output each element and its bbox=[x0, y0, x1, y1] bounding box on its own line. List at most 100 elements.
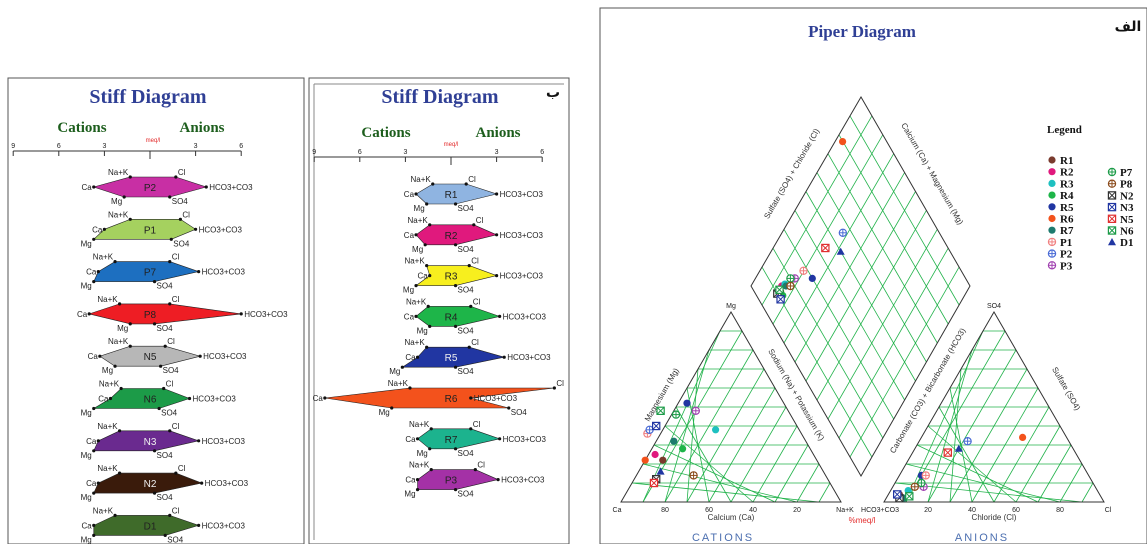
ion-label: SO4 bbox=[458, 245, 475, 254]
legend-label: P2 bbox=[1060, 249, 1073, 261]
ion-label: Cl bbox=[172, 506, 180, 515]
vertex-dot bbox=[162, 386, 166, 391]
point-n5 bbox=[649, 478, 659, 488]
ion-label: HCO3+CO3 bbox=[500, 231, 544, 240]
ion-label: Mg bbox=[404, 490, 415, 499]
corner-label: Ca bbox=[613, 507, 622, 514]
legend-marker-r6 bbox=[1048, 214, 1056, 223]
sample-label: R4 bbox=[445, 312, 458, 323]
vertex-dot bbox=[453, 447, 458, 451]
vertex-dot bbox=[96, 439, 100, 443]
stiff-shape-d1: D1 Na+KCa Mg Cl HCO3+CO3 SO4 bbox=[81, 506, 246, 544]
vertex-dot bbox=[174, 471, 178, 475]
point-d1 bbox=[656, 467, 665, 475]
sample-label: R1 bbox=[445, 190, 458, 201]
legend-marker-p8 bbox=[1107, 179, 1117, 188]
ion-label: SO4 bbox=[173, 239, 190, 248]
ion-label: HCO3+CO3 bbox=[202, 521, 246, 530]
ion-label: SO4 bbox=[458, 204, 475, 213]
point-p8 bbox=[910, 482, 920, 491]
ion-label: Cl bbox=[182, 210, 190, 219]
tick-label: 20 bbox=[924, 507, 932, 514]
vertex-dot bbox=[98, 354, 102, 358]
vertex-dot bbox=[453, 284, 458, 288]
vertex-dot bbox=[239, 312, 243, 316]
legend-label: R4 bbox=[1060, 190, 1074, 202]
tick-label: 40 bbox=[968, 507, 976, 514]
panel-frame bbox=[308, 77, 570, 544]
ion-label: Na+K bbox=[93, 506, 114, 515]
vertex-dot bbox=[453, 324, 458, 328]
vertex-dot bbox=[92, 491, 96, 495]
legend-marker-r3 bbox=[1048, 179, 1056, 187]
ion-label: Ca bbox=[86, 479, 97, 488]
vertex-dot bbox=[197, 270, 201, 274]
vertex-dot bbox=[197, 439, 201, 443]
stiff-shape-r5: R5 Na+K Ca Mg Cl HCO3+CO3 SO4 bbox=[389, 338, 551, 376]
anions-header: Anions bbox=[179, 120, 224, 136]
legend-marker-p2 bbox=[1047, 249, 1057, 258]
vertex-dot bbox=[453, 202, 458, 206]
ion-label: Ca bbox=[86, 268, 97, 277]
legend-marker-n5 bbox=[1107, 214, 1117, 223]
legend-label: N3 bbox=[1120, 202, 1134, 214]
ion-label: HCO3+CO3 bbox=[205, 479, 249, 488]
sample-label: P2 bbox=[144, 183, 157, 194]
sample-label: R3 bbox=[445, 272, 458, 283]
vertex-dot bbox=[174, 175, 178, 179]
vertex-dot bbox=[390, 406, 394, 410]
vertex-dot bbox=[428, 447, 432, 451]
vertex-dot bbox=[495, 192, 499, 196]
tick-label: 6 bbox=[540, 149, 544, 156]
sample-label: P1 bbox=[144, 225, 157, 236]
vertex-dot bbox=[128, 175, 132, 179]
point-n6 bbox=[656, 406, 665, 416]
ion-label: Cl bbox=[471, 257, 479, 266]
sample-label: N5 bbox=[144, 352, 157, 363]
ion-label: SO4 bbox=[163, 366, 180, 375]
legend-label: R6 bbox=[1060, 214, 1074, 226]
point-d1 bbox=[954, 444, 963, 452]
point-p2 bbox=[963, 437, 972, 446]
vertex-dot bbox=[168, 260, 172, 264]
legend-marker-r4 bbox=[1048, 191, 1056, 199]
vertex-dot bbox=[423, 243, 427, 247]
point-n5 bbox=[821, 243, 830, 253]
vertex-dot bbox=[168, 302, 172, 306]
ion-label: Na+K bbox=[409, 420, 430, 429]
ion-label: HCO3+CO3 bbox=[503, 435, 547, 444]
ion-label: Na+K bbox=[99, 380, 120, 389]
stiff-panel-left: Stiff Diagram Cations Anions meq/l 9 6 3 3 6… bbox=[7, 77, 305, 544]
vertex-dot bbox=[113, 513, 117, 518]
ion-label: Na+K bbox=[108, 210, 129, 219]
vertex-dot bbox=[408, 386, 412, 390]
legend-label: R5 bbox=[1060, 202, 1074, 214]
stiff-shape-p3: P3 Na+K Ca Mg Cl HCO3+CO3 SO4 bbox=[404, 461, 545, 499]
panel-frame bbox=[7, 77, 305, 544]
legend-marker-r2 bbox=[1048, 168, 1056, 176]
ion-label: Cl bbox=[473, 420, 481, 429]
stiff-shape-n2: N2 Na+KCa Mg Cl HCO3+CO3 SO4 bbox=[81, 464, 249, 502]
axis-label: Sulfate (SO4) + Chloride (Cl) bbox=[762, 127, 821, 221]
ion-label: Mg bbox=[81, 239, 92, 248]
vertex-dot bbox=[92, 406, 96, 411]
ion-label: Na+K bbox=[388, 379, 409, 388]
tick-label: 6 bbox=[358, 149, 362, 156]
ion-label: Ca bbox=[417, 272, 428, 281]
ion-label: Na+K bbox=[93, 253, 114, 262]
vertex-dot bbox=[552, 386, 556, 390]
ion-label: HCO3+CO3 bbox=[202, 437, 246, 446]
vertex-dot bbox=[168, 429, 172, 433]
point-p8 bbox=[689, 471, 698, 480]
vertex-dot bbox=[92, 533, 96, 538]
vertex-dot bbox=[425, 345, 429, 349]
ion-label: HCO3+CO3 bbox=[500, 190, 544, 199]
ion-label: Mg bbox=[81, 493, 92, 502]
ion-label: Mg bbox=[117, 324, 128, 333]
ion-label: HCO3+CO3 bbox=[209, 183, 253, 192]
vertex-dot bbox=[495, 274, 499, 278]
legend-marker-p1 bbox=[1047, 237, 1057, 247]
